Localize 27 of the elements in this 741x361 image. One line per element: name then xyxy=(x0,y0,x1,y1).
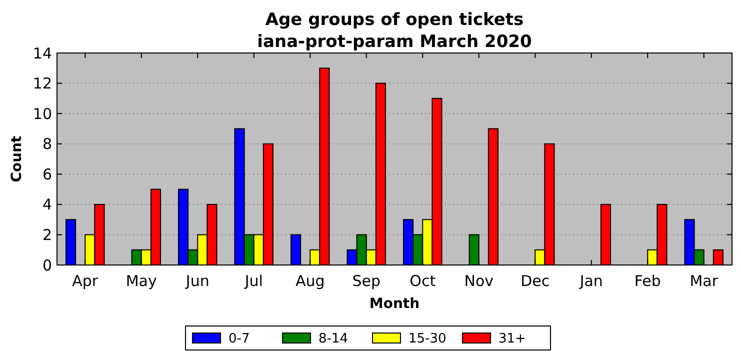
y-tick-label: 14 xyxy=(32,44,52,62)
legend-label: 31+ xyxy=(498,332,526,347)
x-tick-label: Sep xyxy=(352,272,381,290)
y-tick-label: 12 xyxy=(32,74,52,93)
x-axis-title: Month xyxy=(369,296,420,312)
x-tick-label: Oct xyxy=(410,272,436,290)
x-tick-label: Mar xyxy=(690,272,719,290)
x-tick-label: Aug xyxy=(295,272,325,290)
y-tick-label: 10 xyxy=(32,104,52,123)
x-tick-label: Jul xyxy=(244,272,263,290)
x-tick-label: May xyxy=(126,272,157,290)
y-tick-label: 2 xyxy=(42,226,52,244)
y-tick-label: 8 xyxy=(42,135,52,154)
y-tick-label: 0 xyxy=(42,256,52,274)
y-tick-label: 4 xyxy=(42,196,52,214)
x-tick-label: Dec xyxy=(520,272,550,290)
chart-title: Age groups of open tickets iana-prot-param March 2020 xyxy=(257,10,532,52)
x-tick-label: Jun xyxy=(184,272,210,290)
x-tick-label: Nov xyxy=(464,272,494,290)
x-tick-label: Feb xyxy=(634,272,661,290)
legend-label: 8-14 xyxy=(318,332,348,347)
legend-label: 15-30 xyxy=(408,332,446,347)
x-tick-label: Jan xyxy=(578,272,603,290)
y-tick-label: 6 xyxy=(42,165,52,184)
x-tick-label: Apr xyxy=(72,272,99,290)
y-axis-title: Count xyxy=(9,135,25,182)
legend-label: 0-7 xyxy=(228,332,250,347)
